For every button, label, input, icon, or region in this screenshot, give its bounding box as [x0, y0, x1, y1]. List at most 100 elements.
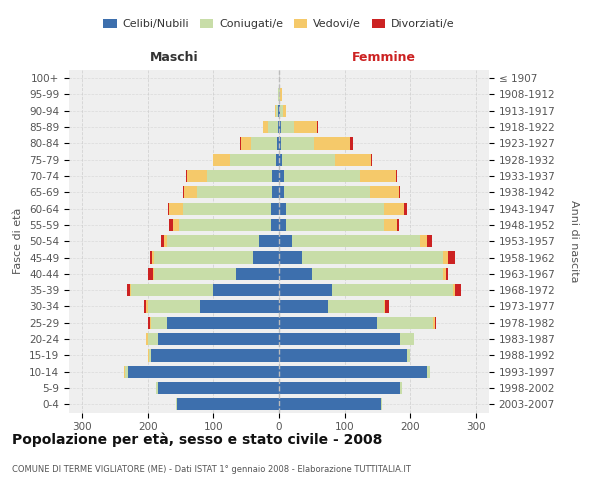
Bar: [400, 333, 413, 345]
Bar: [400, 382, 402, 394]
Bar: [278, 121, 279, 133]
Bar: [158, 333, 279, 345]
Bar: [427, 366, 430, 378]
Bar: [314, 138, 350, 149]
Bar: [272, 186, 279, 198]
Bar: [153, 268, 154, 280]
Bar: [281, 138, 314, 149]
Bar: [179, 219, 271, 231]
Text: COMUNE DI TERME VIGLIATORE (ME) - Dati ISTAT 1° gennaio 2008 - Elaborazione TUTT: COMUNE DI TERME VIGLIATORE (ME) - Dati I…: [12, 465, 411, 474]
Bar: [251, 138, 277, 149]
Bar: [151, 316, 167, 329]
Bar: [280, 104, 283, 117]
Text: Maschi: Maschi: [149, 52, 199, 64]
Bar: [148, 333, 158, 345]
Bar: [263, 121, 268, 133]
Bar: [207, 170, 272, 182]
Bar: [214, 154, 230, 166]
Bar: [279, 154, 282, 166]
Bar: [279, 252, 302, 264]
Bar: [397, 219, 399, 231]
Legend: Celibi/Nubili, Coniugati/e, Vedovi/e, Divorziati/e: Celibi/Nubili, Coniugati/e, Vedovi/e, Di…: [99, 14, 459, 34]
Bar: [279, 300, 328, 312]
Bar: [384, 300, 385, 312]
Bar: [427, 235, 432, 248]
Text: Femmine: Femmine: [352, 52, 416, 64]
Bar: [302, 252, 443, 264]
Bar: [281, 121, 294, 133]
Bar: [128, 366, 279, 378]
Bar: [286, 202, 384, 214]
Bar: [434, 316, 436, 329]
Bar: [407, 350, 410, 362]
Bar: [443, 268, 446, 280]
Bar: [276, 154, 279, 166]
Bar: [280, 88, 281, 101]
Bar: [277, 104, 278, 117]
Bar: [279, 202, 286, 214]
Bar: [420, 235, 427, 248]
Bar: [377, 316, 433, 329]
Bar: [433, 316, 434, 329]
Bar: [279, 219, 286, 231]
Bar: [240, 138, 241, 149]
Bar: [271, 219, 279, 231]
Bar: [317, 121, 319, 133]
Bar: [312, 268, 443, 280]
Bar: [167, 235, 259, 248]
Bar: [268, 121, 278, 133]
Bar: [130, 284, 131, 296]
Bar: [448, 252, 455, 264]
Bar: [284, 186, 370, 198]
Bar: [230, 154, 276, 166]
Bar: [279, 138, 281, 149]
Bar: [350, 138, 353, 149]
Bar: [279, 284, 331, 296]
Bar: [124, 366, 125, 378]
Bar: [253, 252, 279, 264]
Bar: [125, 366, 128, 378]
Bar: [279, 235, 292, 248]
Bar: [168, 202, 169, 214]
Bar: [371, 154, 372, 166]
Bar: [294, 121, 317, 133]
Bar: [292, 235, 420, 248]
Bar: [155, 382, 158, 394]
Bar: [381, 398, 382, 410]
Bar: [146, 300, 148, 312]
Bar: [277, 138, 279, 149]
Bar: [328, 300, 384, 312]
Bar: [152, 252, 154, 264]
Bar: [279, 366, 427, 378]
Bar: [161, 235, 164, 248]
Bar: [271, 202, 279, 214]
Bar: [399, 186, 400, 198]
Bar: [151, 252, 152, 264]
Bar: [154, 252, 253, 264]
Bar: [279, 316, 377, 329]
Bar: [150, 316, 151, 329]
Bar: [241, 138, 251, 149]
Bar: [404, 202, 407, 214]
Bar: [148, 300, 200, 312]
Bar: [259, 235, 279, 248]
Bar: [279, 186, 284, 198]
Bar: [176, 398, 177, 410]
Bar: [173, 219, 179, 231]
Bar: [385, 300, 389, 312]
Bar: [127, 284, 130, 296]
Bar: [279, 333, 400, 345]
Text: Popolazione per età, sesso e stato civile - 2008: Popolazione per età, sesso e stato civil…: [12, 432, 382, 447]
Bar: [158, 382, 279, 394]
Bar: [184, 186, 197, 198]
Bar: [413, 333, 414, 345]
Bar: [279, 121, 281, 133]
Bar: [154, 268, 236, 280]
Bar: [272, 170, 279, 182]
Bar: [443, 252, 448, 264]
Bar: [384, 202, 404, 214]
Bar: [131, 284, 214, 296]
Bar: [331, 284, 453, 296]
Y-axis label: Fasce di età: Fasce di età: [13, 208, 23, 274]
Bar: [145, 300, 146, 312]
